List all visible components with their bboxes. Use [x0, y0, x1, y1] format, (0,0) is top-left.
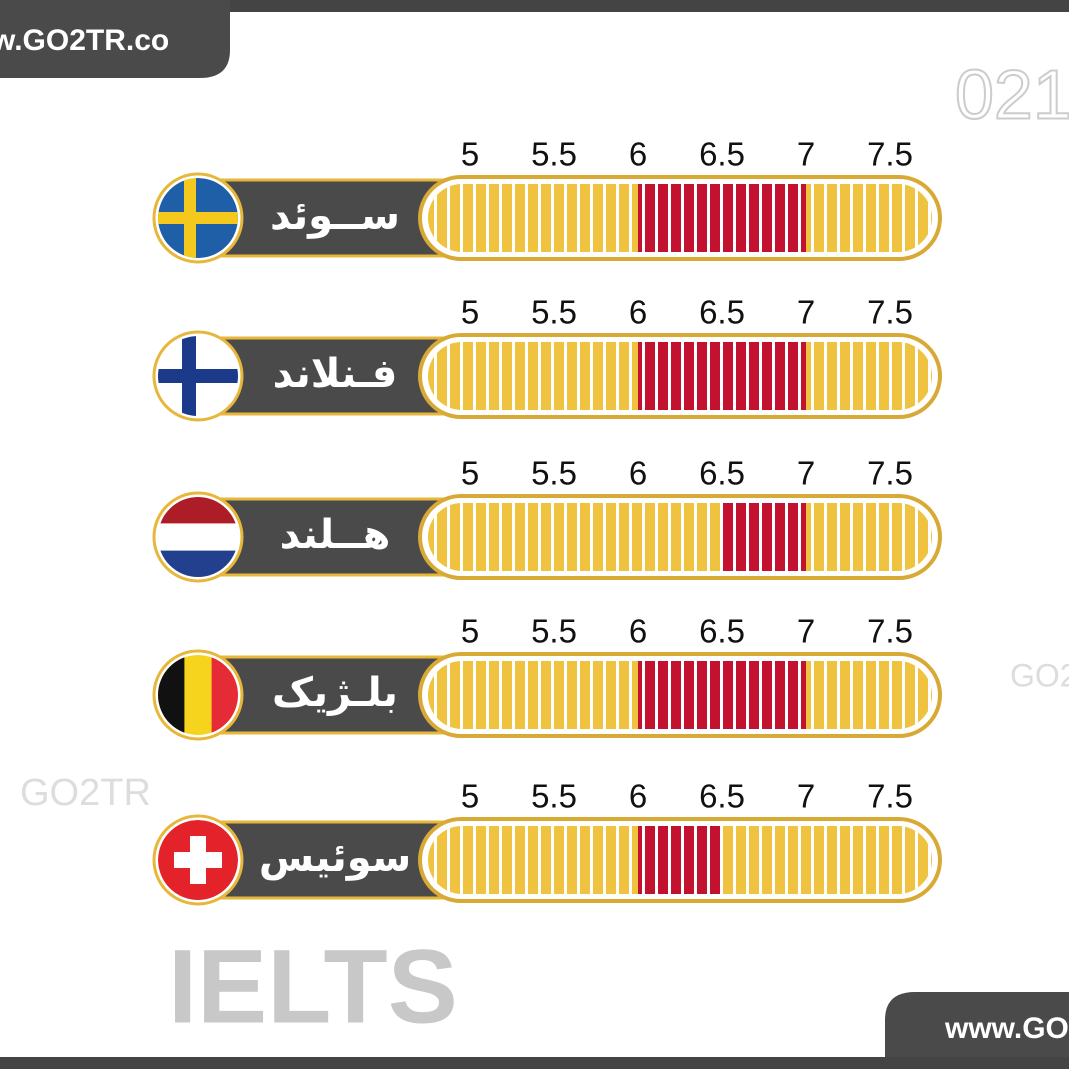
stripes — [428, 661, 932, 729]
bar-inner — [428, 661, 932, 729]
country-name: ســوئد — [270, 193, 400, 239]
x-tick-label: 5.5 — [531, 294, 577, 331]
row: 5 5.5 6 6.5 7 7.5 ســوئد — [152, 136, 942, 264]
header-phone: 021 — [955, 55, 1069, 133]
country-name: فـنلاند — [273, 351, 398, 397]
footer-title: IELTS — [168, 929, 458, 1046]
header-url: w.GO2TR.co — [0, 24, 169, 57]
rows: 5 5.5 6 6.5 7 7.5 ســوئد 5 5.5 6 6.5 7 7.5 فـنلاند 5 5.… — [152, 136, 942, 906]
row: 5 5.5 6 6.5 7 7.5 بلـژیک — [152, 613, 942, 741]
x-tick-label: 5 — [461, 778, 479, 815]
x-tick-label: 6.5 — [699, 778, 745, 815]
flag — [158, 497, 238, 577]
bar-inner — [428, 342, 932, 410]
x-tick-label: 7 — [797, 136, 815, 173]
x-tick-label: 7.5 — [867, 778, 913, 815]
country-name: سوئیس — [259, 835, 411, 881]
stripes — [428, 826, 932, 894]
x-tick-label: 7.5 — [867, 455, 913, 492]
x-tick-label: 5.5 — [531, 613, 577, 650]
x-tick-label: 6 — [629, 455, 647, 492]
x-tick-label: 6.5 — [699, 613, 745, 650]
x-tick-label: 6.5 — [699, 455, 745, 492]
footer-url: www.GO — [944, 1012, 1069, 1045]
x-tick-label: 7 — [797, 613, 815, 650]
x-tick-label: 7 — [797, 294, 815, 331]
row: 5 5.5 6 6.5 7 7.5 سوئیس — [152, 778, 942, 906]
row: 5 5.5 6 6.5 7 7.5 فـنلاند — [152, 294, 942, 422]
flag-cross — [158, 369, 238, 383]
x-tick-label: 6 — [629, 136, 647, 173]
bar-inner — [428, 826, 932, 894]
x-tick-label: 5 — [461, 613, 479, 650]
watermark: GO2TR — [20, 772, 151, 814]
x-tick-label: 7.5 — [867, 613, 913, 650]
flag-cross — [190, 836, 206, 884]
flag — [158, 336, 238, 416]
x-tick-label: 7 — [797, 778, 815, 815]
top-border — [0, 0, 1069, 12]
flag — [158, 820, 238, 900]
flag-cross — [158, 212, 238, 224]
stripes — [428, 503, 932, 571]
x-tick-label: 5 — [461, 136, 479, 173]
bar-inner — [428, 503, 932, 571]
country-name: هــلند — [280, 512, 391, 558]
url-tab — [0, 0, 230, 78]
x-tick-label: 6.5 — [699, 294, 745, 331]
flag-cross — [182, 336, 196, 416]
flag — [158, 655, 238, 735]
x-tick-label: 6 — [629, 294, 647, 331]
x-tick-label: 6.5 — [699, 136, 745, 173]
x-tick-label: 7 — [797, 455, 815, 492]
x-tick-label: 5 — [461, 455, 479, 492]
flag-cross — [184, 178, 196, 258]
x-tick-label: 6 — [629, 613, 647, 650]
x-tick-label: 5.5 — [531, 778, 577, 815]
row: 5 5.5 6 6.5 7 7.5 هــلند — [152, 455, 942, 583]
x-tick-label: 7.5 — [867, 136, 913, 173]
x-tick-label: 6 — [629, 778, 647, 815]
bottom-border — [0, 1057, 1069, 1069]
stripes — [428, 184, 932, 252]
flag — [158, 178, 238, 258]
country-name: بلـژیک — [272, 670, 398, 716]
x-tick-label: 5.5 — [531, 136, 577, 173]
stripes — [428, 342, 932, 410]
x-tick-label: 5.5 — [531, 455, 577, 492]
watermark: GO2 — [1010, 657, 1069, 693]
bar-inner — [428, 184, 932, 252]
url-tab — [885, 992, 1069, 1057]
x-tick-label: 5 — [461, 294, 479, 331]
x-tick-label: 7.5 — [867, 294, 913, 331]
